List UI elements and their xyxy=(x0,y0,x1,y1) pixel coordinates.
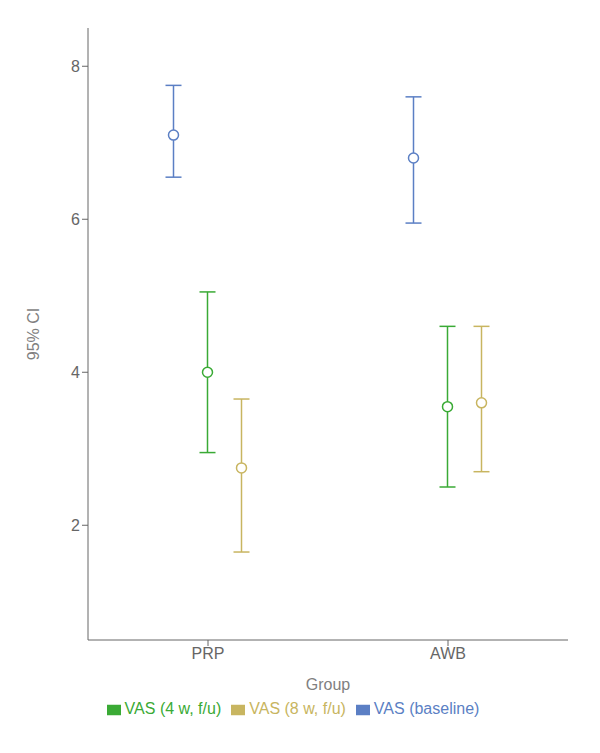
svg-text:PRP: PRP xyxy=(192,645,225,662)
svg-text:Group: Group xyxy=(306,676,351,693)
html-text:VAS (8 w, f/u): VAS (8 w, f/u) xyxy=(249,700,346,717)
html-text:VAS (baseline): VAS (baseline) xyxy=(373,700,480,717)
svg-text:8: 8 xyxy=(71,58,80,75)
svg-text:6: 6 xyxy=(71,211,80,228)
svg-text:AWB: AWB xyxy=(430,645,466,662)
svg-text:2: 2 xyxy=(71,517,80,534)
svg-text:4: 4 xyxy=(71,364,80,381)
html-text:VAS (4 w, f/u): VAS (4 w, f/u) xyxy=(124,700,222,717)
svg-text:95% CI: 95% CI xyxy=(25,308,42,360)
